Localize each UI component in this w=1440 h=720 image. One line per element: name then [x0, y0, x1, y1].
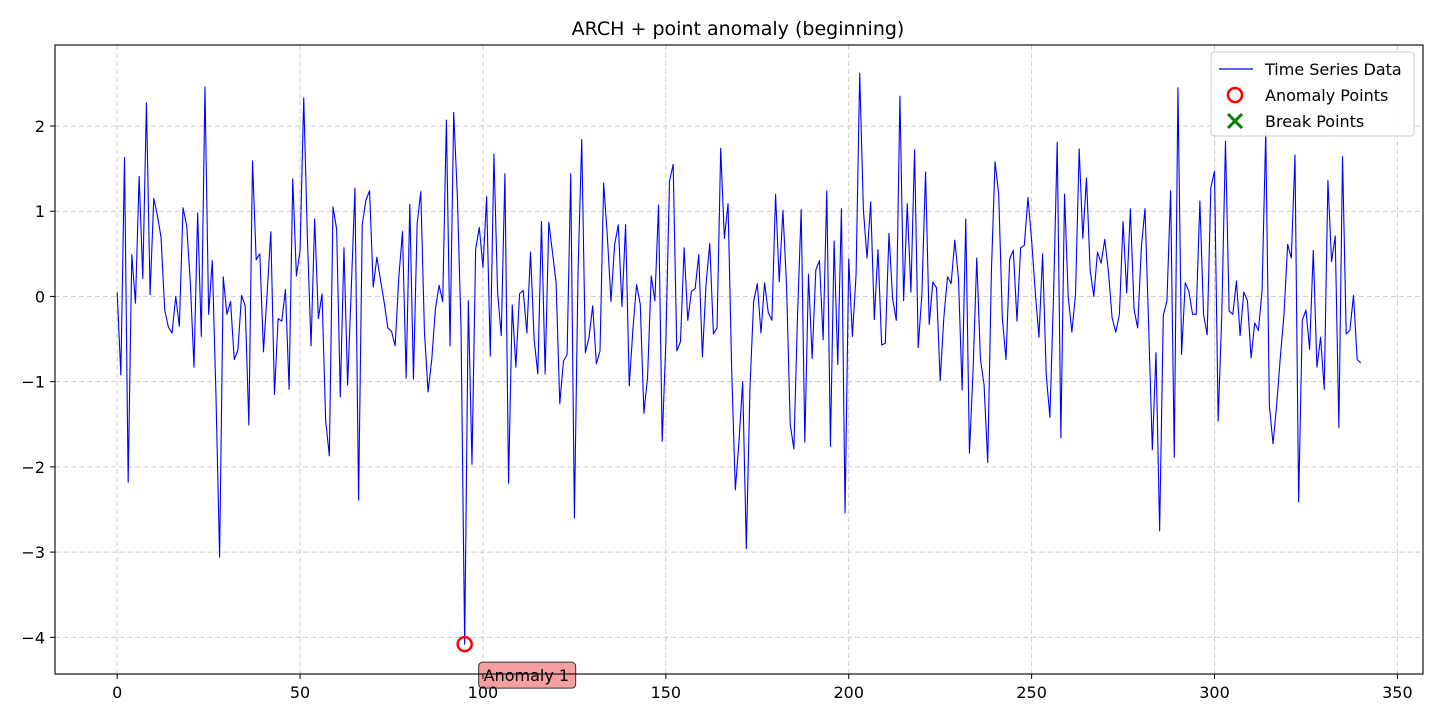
plot-frame — [54, 44, 1424, 675]
y-tick-label: 0 — [35, 287, 45, 306]
y-tick-label: −2 — [21, 458, 45, 477]
legend-label-anomaly: Anomaly Points — [1265, 86, 1388, 105]
x-tick-label: 250 — [1016, 683, 1047, 702]
x-tick-label: 350 — [1382, 683, 1413, 702]
x-tick-label: 150 — [651, 683, 682, 702]
anomaly-annotation-label: Anomaly 1 — [484, 666, 569, 685]
legend-label-break: Break Points — [1265, 112, 1364, 131]
y-tick-label: −3 — [21, 543, 45, 562]
x-tick-label: 300 — [1199, 683, 1230, 702]
y-tick-label: −1 — [21, 373, 45, 392]
legend-anomaly-icon — [1226, 86, 1244, 104]
legend: Time Series Data Anomaly Points Break Po… — [1210, 51, 1415, 137]
y-tick-label: −4 — [21, 628, 45, 647]
x-tick-label: 50 — [290, 683, 310, 702]
y-tick-label: 1 — [35, 202, 45, 221]
legend-break-icon — [1226, 112, 1244, 130]
series-line — [116, 72, 1362, 645]
x-tick-label: 0 — [112, 683, 122, 702]
anomaly-layer: Anomaly 1 — [456, 635, 577, 689]
anomaly-point — [456, 635, 473, 653]
axes: 0 50 100 150 200 250 300 350 −4 −3 −2 −1 0 1 2 — [21, 117, 1412, 702]
legend-label-series: Time Series Data — [1264, 60, 1402, 79]
grid — [55, 45, 1423, 674]
anomaly-annotation-box — [478, 661, 577, 689]
y-tick-label: 2 — [35, 117, 45, 136]
legend-box — [1210, 51, 1415, 137]
series-layer — [116, 72, 1362, 645]
x-tick-label: 100 — [468, 683, 499, 702]
chart-title: ARCH + point anomaly (beginning) — [572, 18, 905, 40]
x-tick-label: 200 — [833, 683, 864, 702]
